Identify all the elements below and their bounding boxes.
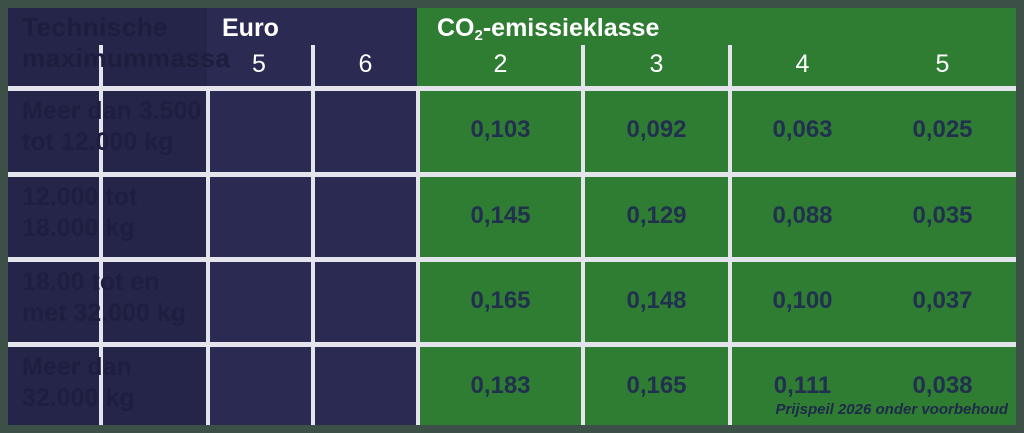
co2-group-panel: [417, 8, 1016, 425]
gridline-row1: [8, 172, 1016, 177]
gridline-vert-euro-56: [311, 45, 315, 425]
corner-header-line1: Technische: [22, 12, 169, 42]
rate-cell: 0,103: [470, 116, 531, 143]
gridline-row3: [8, 342, 1016, 347]
gridline-vert-green-edge: [416, 86, 420, 425]
row-label-line2: 32.000 kg: [22, 384, 135, 412]
rate-cell: 0,063: [772, 116, 833, 143]
rate-cell: 0,037: [912, 287, 973, 314]
row-label: Meer dan 32.000 kg: [22, 352, 207, 414]
gridline-vert-euro-edge: [206, 86, 210, 425]
rate-cell: 0,088: [772, 202, 833, 229]
rate-cell: 0,025: [912, 116, 973, 143]
co2-title-suffix: -emissieklasse: [482, 14, 660, 42]
row-header-panel: [8, 8, 207, 425]
rate-cell: 0,145: [470, 202, 531, 229]
row-label-line1: Meer dan 3.500: [22, 97, 202, 125]
co2-title-prefix: CO: [437, 14, 475, 42]
rate-cell: 0,183: [470, 372, 531, 399]
corner-header: Technische maximummassa: [22, 12, 230, 74]
row-label-line1: Meer dan: [22, 353, 132, 381]
co2-col-5: 5: [935, 50, 950, 78]
row-label-line2: tot 12.000 kg: [22, 128, 174, 156]
co2-col-4: 4: [795, 50, 810, 78]
row-label-line1: 12.000 tot: [22, 183, 138, 211]
rate-cell: 0,092: [626, 116, 687, 143]
co2-title-subscript: 2: [474, 27, 483, 44]
co2-group-title: CO2-emissieklasse: [437, 14, 659, 44]
rate-cell: 0,035: [912, 202, 973, 229]
row-label: Meer dan 3.500 tot 12.000 kg: [22, 96, 207, 158]
rate-cell: 0,165: [470, 287, 531, 314]
row-label-line2: 18.000 kg: [22, 214, 135, 242]
rate-cell: 0,129: [626, 202, 687, 229]
euro-col-6: 6: [358, 50, 373, 78]
gridline-vert-co2-34: [728, 45, 732, 425]
rate-cell: 0,111: [773, 372, 832, 399]
gridline-header-bottom: [8, 86, 1016, 91]
rate-cell: 0,038: [912, 372, 973, 399]
footnote: Prijspeil 2026 onder voorbehoud: [775, 401, 1008, 418]
row-label: 18.00 tot en met 32.000 kg: [22, 267, 207, 329]
gridline-vert-left: [99, 45, 103, 425]
co2-col-3: 3: [649, 50, 664, 78]
corner-header-line2: maximummassa: [22, 43, 231, 73]
rate-cell: 0,165: [626, 372, 687, 399]
rate-cell: 0,100: [772, 287, 833, 314]
euro-col-5: 5: [252, 50, 266, 78]
euro-group-title: Euro: [222, 14, 279, 42]
row-label-line1: 18.00 tot en: [22, 268, 160, 296]
row-label: 12.000 tot 18.000 kg: [22, 182, 207, 244]
gridline-row2: [8, 257, 1016, 262]
gridline-vert-co2-23: [581, 45, 585, 425]
rate-cell: 0,148: [626, 287, 687, 314]
row-label-line2: met 32.000 kg: [22, 299, 186, 327]
co2-col-2: 2: [493, 50, 508, 78]
